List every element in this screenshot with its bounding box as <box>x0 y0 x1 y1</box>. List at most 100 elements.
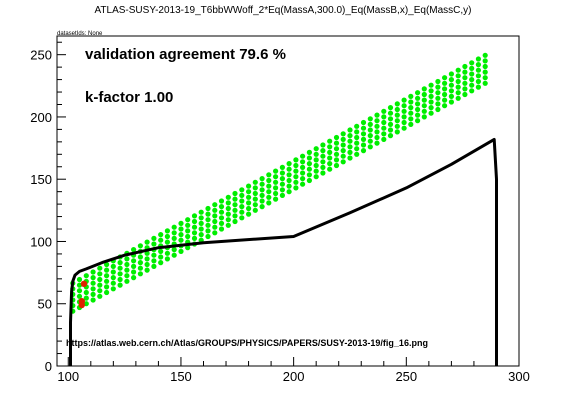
allowed-point <box>360 131 367 137</box>
allowed-point <box>435 101 441 107</box>
allowed-point <box>347 155 353 161</box>
allowed-point <box>218 204 225 210</box>
allowed-point <box>232 190 238 197</box>
allowed-point <box>327 161 333 167</box>
allowed-point <box>408 110 414 116</box>
allowed-point <box>266 189 272 195</box>
allowed-point <box>266 177 272 184</box>
allowed-point <box>191 224 198 230</box>
y-tick-label: 50 <box>38 297 52 312</box>
allowed-point <box>387 133 394 139</box>
allowed-point <box>259 192 265 198</box>
allowed-point <box>259 204 265 210</box>
allowed-point <box>482 69 488 75</box>
allowed-point <box>320 164 326 170</box>
allowed-point <box>387 127 394 133</box>
allowed-point <box>469 71 475 77</box>
allowed-point <box>367 138 373 144</box>
allowed-point <box>252 202 258 208</box>
allowed-point <box>286 183 292 189</box>
allowed-point <box>408 93 414 99</box>
excluded-point <box>78 301 86 309</box>
allowed-point <box>246 200 252 206</box>
allowed-point <box>205 222 211 228</box>
allowed-point <box>401 119 407 126</box>
allowed-point <box>327 155 333 161</box>
allowed-point <box>164 250 170 256</box>
allowed-point <box>185 217 191 223</box>
allowed-point <box>455 73 461 79</box>
allowed-point <box>104 289 110 296</box>
allowed-point <box>381 125 387 131</box>
allowed-point <box>415 101 421 107</box>
y-tick-label: 0 <box>45 359 52 374</box>
allowed-point <box>286 161 292 167</box>
allowed-point <box>442 75 448 81</box>
allowed-point <box>367 116 373 122</box>
allowed-point <box>313 151 319 157</box>
allowed-point <box>90 297 96 303</box>
x-tick-label: 150 <box>170 369 192 384</box>
allowed-point <box>158 248 164 254</box>
allowed-point <box>374 112 380 118</box>
allowed-point <box>327 144 333 150</box>
allowed-point <box>435 106 441 113</box>
allowed-point <box>482 58 488 64</box>
allowed-point <box>117 276 123 283</box>
allowed-point <box>191 213 198 219</box>
allowed-point <box>191 230 198 236</box>
chart-title: ATLAS-SUSY-2013-19_T6bbWWoff_2*Eq(MassA,… <box>94 5 471 16</box>
allowed-point <box>232 202 238 208</box>
allowed-point <box>218 226 225 232</box>
allowed-point <box>246 183 252 189</box>
allowed-point <box>259 181 265 187</box>
allowed-point <box>482 80 488 86</box>
allowed-point <box>198 232 204 238</box>
allowed-point <box>293 174 299 180</box>
y-tick-label: 100 <box>30 234 52 249</box>
allowed-point <box>421 103 427 109</box>
allowed-point <box>137 265 143 271</box>
allowed-point <box>360 136 367 142</box>
allowed-point <box>124 256 130 262</box>
allowed-point <box>218 215 225 221</box>
allowed-point <box>185 233 191 240</box>
allowed-point <box>421 91 427 98</box>
allowed-point <box>286 172 292 178</box>
allowed-point <box>435 78 441 85</box>
x-tick-label: 100 <box>57 369 79 384</box>
allowed-point <box>104 278 110 284</box>
allowed-point <box>381 119 387 126</box>
plot-frame <box>56 35 520 367</box>
allowed-point <box>225 200 231 206</box>
allowed-point <box>448 88 454 94</box>
allowed-point <box>374 140 380 146</box>
allowed-point <box>218 209 225 215</box>
agreement-annotation: validation agreement 79.6 % <box>85 46 286 63</box>
allowed-point <box>347 149 353 155</box>
allowed-point <box>333 157 340 163</box>
allowed-point <box>333 151 340 157</box>
allowed-point <box>97 282 103 288</box>
allowed-point <box>462 63 468 70</box>
allowed-point <box>225 222 231 228</box>
allowed-point <box>475 67 481 73</box>
allowed-point <box>469 60 475 66</box>
allowed-point <box>205 217 211 223</box>
allowed-point <box>144 239 150 245</box>
allowed-point <box>462 91 468 98</box>
allowed-point <box>104 284 110 290</box>
allowed-point <box>279 176 285 182</box>
allowed-point <box>394 123 400 129</box>
allowed-point <box>462 75 468 81</box>
allowed-point <box>340 148 346 154</box>
allowed-point <box>279 181 285 187</box>
allowed-point <box>313 157 319 163</box>
allowed-point <box>401 108 407 114</box>
allowed-point <box>401 97 407 103</box>
allowed-point <box>340 131 346 137</box>
allowed-point <box>191 235 198 241</box>
allowed-point <box>104 273 110 279</box>
allowed-point <box>110 269 116 275</box>
source-url: https://atlas.web.cern.ch/Atlas/GROUPS/P… <box>66 338 428 348</box>
